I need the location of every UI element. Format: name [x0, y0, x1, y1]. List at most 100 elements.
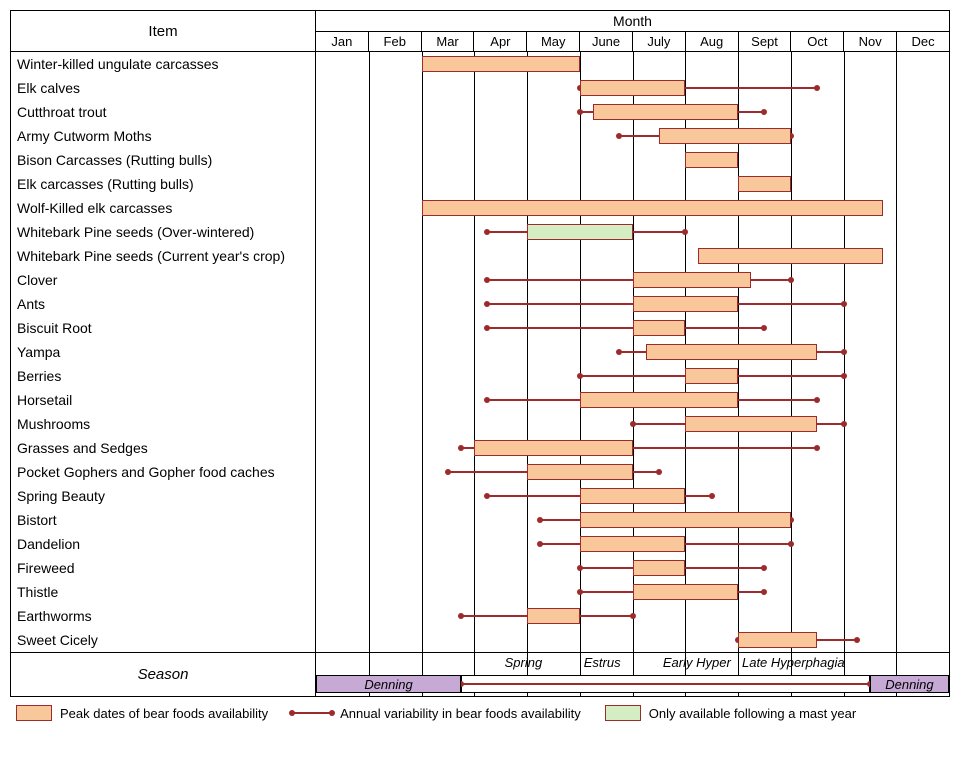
legend-peak: Peak dates of bear foods availability — [16, 705, 268, 721]
peak-bar — [646, 344, 817, 360]
item-label: Biscuit Root — [11, 316, 316, 340]
season-phase-label: Estrus — [584, 655, 621, 670]
legend-variability: Annual variability in bear foods availab… — [292, 706, 581, 721]
item-row: Bison Carcasses (Rutting bulls) — [11, 148, 949, 172]
legend-peak-swatch — [16, 705, 52, 721]
item-row: Grasses and Sedges — [11, 436, 949, 460]
item-label: Ants — [11, 292, 316, 316]
whisker-cap — [709, 493, 715, 499]
item-timeline — [316, 532, 949, 556]
whisker-cap — [458, 445, 464, 451]
whisker-cap — [761, 109, 767, 115]
month-header-cell: Dec — [897, 32, 949, 51]
whisker-cap — [445, 469, 451, 475]
item-row: Elk carcasses (Rutting bulls) — [11, 172, 949, 196]
peak-bar — [580, 488, 686, 504]
month-header-cell: Aug — [686, 32, 739, 51]
chart-body: Winter-killed ungulate carcassesElk calv… — [11, 52, 949, 652]
month-header-cell: Mar — [422, 32, 475, 51]
item-row: Fireweed — [11, 556, 949, 580]
whisker-cap — [814, 85, 820, 91]
item-timeline — [316, 100, 949, 124]
item-timeline — [316, 340, 949, 364]
item-label: Dandelion — [11, 532, 316, 556]
month-header-cell: Oct — [791, 32, 844, 51]
header-row: Item Month JanFebMarAprMayJuneJulyAugSep… — [11, 11, 949, 52]
peak-bar — [738, 632, 817, 648]
whisker-cap — [458, 613, 464, 619]
item-timeline — [316, 604, 949, 628]
item-row: Elk calves — [11, 76, 949, 100]
item-row: Army Cutworm Moths — [11, 124, 949, 148]
variability-whisker — [487, 327, 764, 329]
item-timeline — [316, 460, 949, 484]
whisker-cap — [682, 229, 688, 235]
mast-bar — [527, 224, 633, 240]
item-row: Thistle — [11, 580, 949, 604]
legend-mast-swatch — [605, 705, 641, 721]
whisker-cap — [761, 325, 767, 331]
item-label: Horsetail — [11, 388, 316, 412]
whisker-cap — [537, 541, 543, 547]
item-timeline — [316, 580, 949, 604]
peak-bar — [633, 584, 739, 600]
whisker-cap — [854, 637, 860, 643]
denning-bar: Denning — [316, 675, 461, 693]
peak-bar — [580, 512, 791, 528]
whisker-cap — [577, 373, 583, 379]
item-row: Clover — [11, 268, 949, 292]
item-row: Horsetail — [11, 388, 949, 412]
whisker-cap — [814, 397, 820, 403]
whisker-cap — [788, 541, 794, 547]
month-header-cell: June — [580, 32, 633, 51]
item-label: Army Cutworm Moths — [11, 124, 316, 148]
whisker-cap — [761, 589, 767, 595]
peak-bar — [580, 80, 686, 96]
month-header-cell: Jan — [316, 32, 369, 51]
item-timeline — [316, 508, 949, 532]
item-row: Bistort — [11, 508, 949, 532]
item-label: Bison Carcasses (Rutting bulls) — [11, 148, 316, 172]
denning-whisker — [461, 683, 870, 685]
legend: Peak dates of bear foods availability An… — [10, 697, 950, 721]
month-header-cell: July — [633, 32, 686, 51]
whisker-cap — [841, 301, 847, 307]
item-row: Whitebark Pine seeds (Over-wintered) — [11, 220, 949, 244]
whisker-cap — [656, 469, 662, 475]
peak-bar — [685, 416, 817, 432]
item-timeline — [316, 124, 949, 148]
item-row: Dandelion — [11, 532, 949, 556]
whisker-cap — [484, 301, 490, 307]
month-header-cell: May — [527, 32, 580, 51]
peak-bar — [659, 128, 791, 144]
whisker-cap — [484, 277, 490, 283]
month-header-cell: Sept — [739, 32, 792, 51]
whisker-cap — [484, 493, 490, 499]
item-timeline — [316, 484, 949, 508]
item-timeline — [316, 412, 949, 436]
season-row-label: Season — [11, 653, 316, 696]
month-header-cell: Feb — [369, 32, 422, 51]
whisker-cap — [841, 373, 847, 379]
item-label: Thistle — [11, 580, 316, 604]
item-label: Yampa — [11, 340, 316, 364]
season-phase-label: Spring — [505, 655, 543, 670]
item-label: Whitebark Pine seeds (Current year's cro… — [11, 244, 316, 268]
item-label: Clover — [11, 268, 316, 292]
item-label: Spring Beauty — [11, 484, 316, 508]
item-label: Mushrooms — [11, 412, 316, 436]
item-row: Cutthroat trout — [11, 100, 949, 124]
item-label: Elk calves — [11, 76, 316, 100]
month-header-cell: Nov — [844, 32, 897, 51]
peak-bar — [633, 296, 739, 312]
item-timeline — [316, 196, 949, 220]
item-label: Bistort — [11, 508, 316, 532]
month-header-cell: Apr — [474, 32, 527, 51]
peak-bar — [685, 368, 738, 384]
season-phase-label: Late Hyperphagia — [742, 655, 845, 670]
item-row: Sweet Cicely — [11, 628, 949, 652]
whisker-cap — [577, 589, 583, 595]
item-timeline — [316, 364, 949, 388]
whisker-cap — [841, 421, 847, 427]
item-row: Whitebark Pine seeds (Current year's cro… — [11, 244, 949, 268]
